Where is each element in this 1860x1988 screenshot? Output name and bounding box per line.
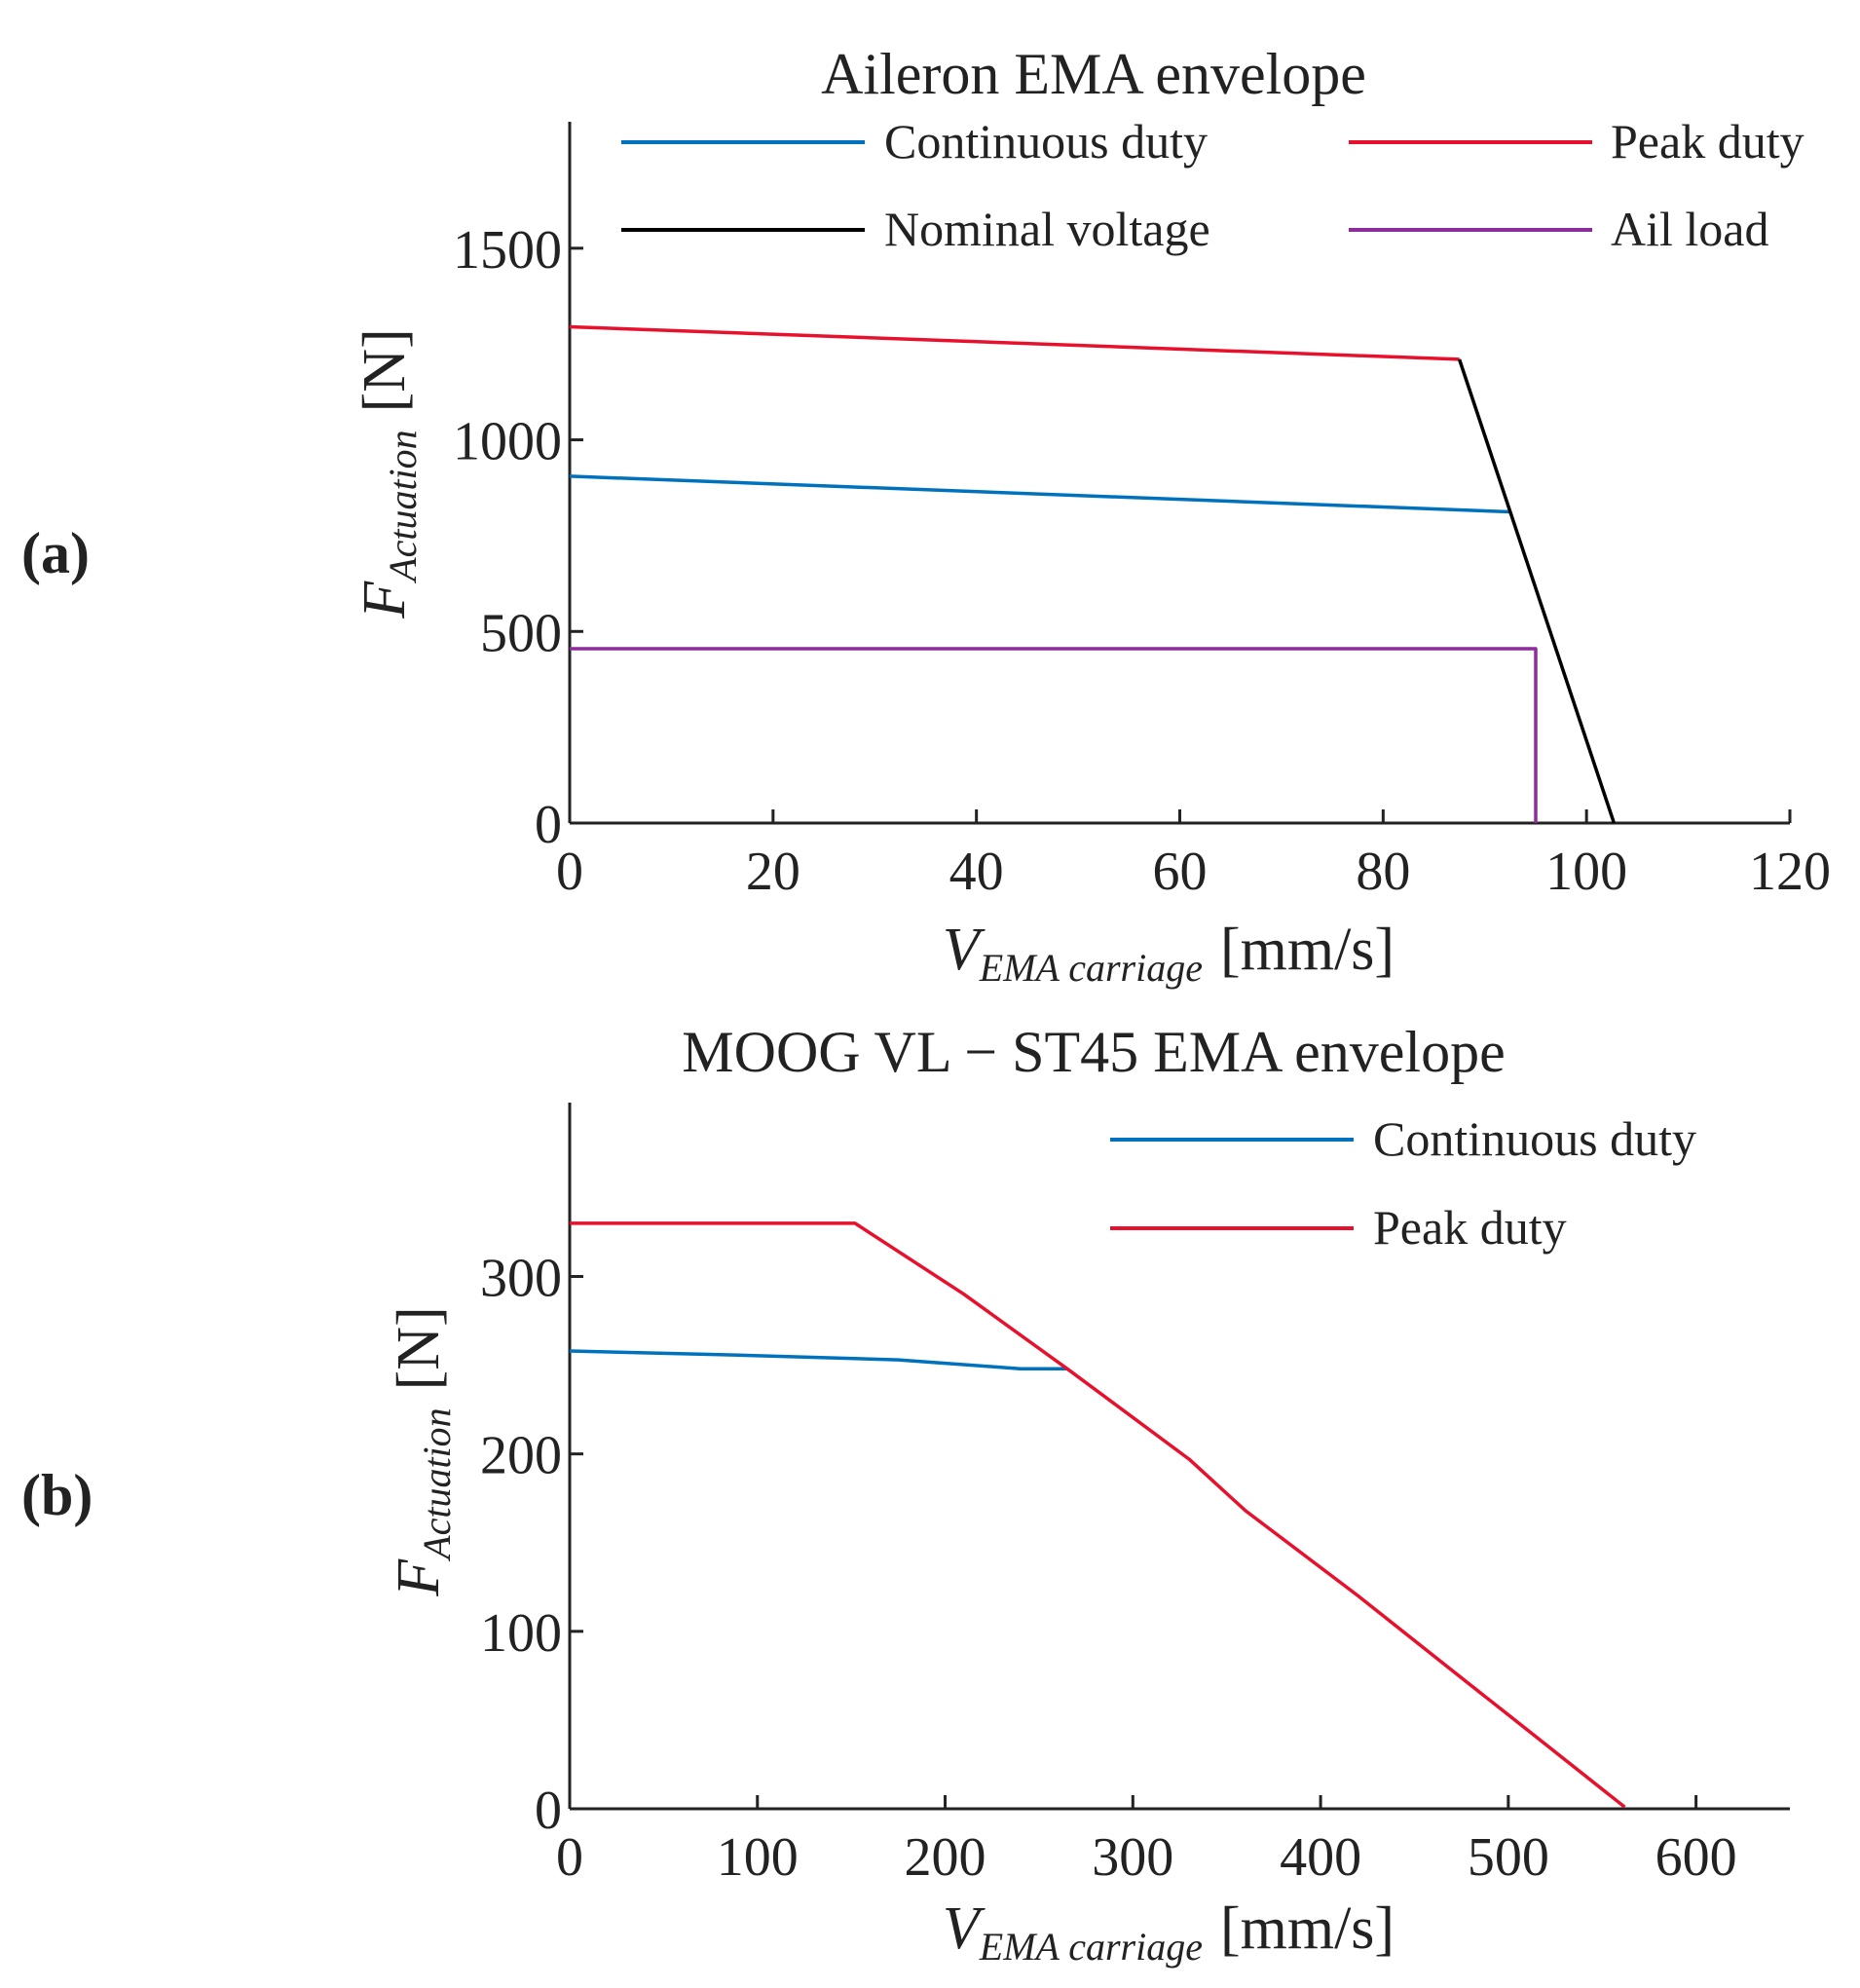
x-ticks: 0 20 40 60 80 100 120: [556, 809, 1831, 902]
x-tick-label: 0: [556, 1827, 583, 1888]
legend-label-peak-duty: Peak duty: [1611, 114, 1804, 169]
chart-moog-ema-envelope: MOOG VL − ST45 EMA envelope 0 100 200 300 0…: [386, 1020, 1790, 1969]
y-tick-label: 0: [535, 1781, 562, 1841]
x-tick-label: 0: [556, 842, 583, 902]
series-line-continuous-duty: [569, 1349, 1067, 1370]
panel-label-a: (a): [21, 521, 90, 585]
legend-label-ail-load: Ail load: [1611, 202, 1768, 256]
chart-aileron-ema-envelope: Aileron EMA envelope 0 500 1000 1500 0 20 40 6…: [352, 42, 1831, 990]
x-tick-label: 40: [949, 842, 1004, 902]
legend-label-continuous-duty: Continuous duty: [884, 114, 1208, 169]
svg-text:FActuation[N]: FActuation[N]: [352, 328, 425, 619]
y-tick-label: 200: [480, 1426, 562, 1486]
chart-title: MOOG VL − ST45 EMA envelope: [682, 1020, 1505, 1084]
y-ticks: 0 100 200 300: [480, 1249, 583, 1841]
x-tick-label: 300: [1092, 1827, 1173, 1888]
legend: Continuous duty Peak duty Nominal voltag…: [621, 114, 1804, 256]
x-tick-label: 100: [717, 1827, 799, 1888]
series-line-ail-load: [570, 647, 1538, 823]
series-line-continuous-duty: [569, 474, 1510, 514]
y-tick-label: 500: [480, 603, 562, 663]
x-tick-label: 120: [1749, 842, 1831, 902]
series-line-peak-duty: [569, 324, 1460, 361]
plot-area: [569, 1221, 1626, 1809]
y-ticks: 0 500 1000 1500: [453, 220, 583, 855]
series-line-nominal-voltage: [1457, 358, 1617, 824]
y-axis-label: FActuation[N]: [386, 1306, 459, 1596]
x-axis-label: VEMA carriage [mm/s]: [943, 1895, 1395, 1969]
legend-label-nominal-voltage: Nominal voltage: [884, 202, 1210, 256]
panel-label-b: (b): [21, 1463, 93, 1527]
x-tick-label: 20: [746, 842, 800, 902]
x-tick-label: 500: [1468, 1827, 1549, 1888]
y-tick-label: 0: [535, 795, 562, 855]
y-tick-label: 1500: [453, 220, 562, 281]
x-tick-label: 80: [1356, 842, 1410, 902]
x-ticks: 0 100 200 300 400 500 600: [556, 1795, 1737, 1888]
x-tick-label: 200: [905, 1827, 986, 1888]
x-tick-label: 60: [1153, 842, 1208, 902]
axes: [568, 1103, 1790, 1811]
legend-label-peak-duty: Peak duty: [1373, 1200, 1567, 1255]
svg-text:FActuation[N]: FActuation[N]: [386, 1306, 459, 1596]
legend: Continuous duty Peak duty: [1110, 1111, 1696, 1255]
chart-title: Aileron EMA envelope: [821, 42, 1366, 106]
y-tick-label: 100: [480, 1603, 562, 1664]
y-tick-label: 1000: [453, 412, 562, 472]
y-axis-label: FActuation[N]: [352, 328, 425, 619]
x-tick-label: 600: [1655, 1827, 1737, 1888]
plot-area: [569, 324, 1617, 824]
series-line-peak-duty: [570, 1221, 1626, 1809]
y-tick-label: 300: [480, 1249, 562, 1309]
legend-label-continuous-duty: Continuous duty: [1373, 1111, 1696, 1166]
x-tick-label: 100: [1545, 842, 1627, 902]
x-tick-label: 400: [1280, 1827, 1361, 1888]
x-axis-label: VEMA carriage [mm/s]: [943, 917, 1395, 990]
